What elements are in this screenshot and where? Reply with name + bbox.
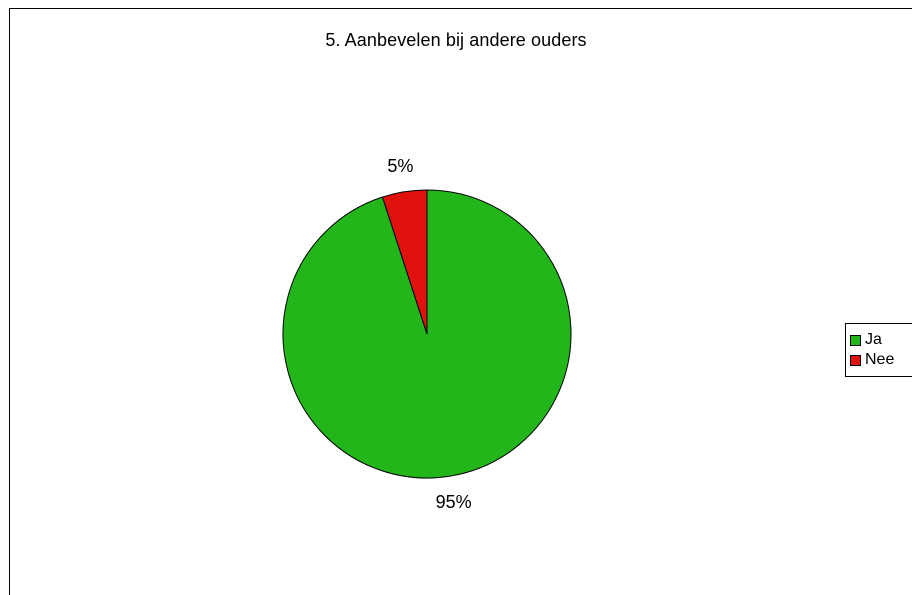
data-label-nee: 5%	[387, 156, 413, 176]
pie-slice-nee	[381, 189, 428, 335]
pie-slices	[282, 189, 572, 479]
legend-item-nee: Nee	[846, 350, 912, 370]
pie-data-labels: 95% 5%	[387, 156, 471, 512]
legend-label-ja: Ja	[865, 331, 882, 348]
legend-swatch-ja	[850, 334, 861, 346]
chart-title: 5. Aanbevelen bij andere ouders	[325, 30, 587, 50]
legend: Ja Nee	[845, 323, 912, 377]
legend-item-ja: Ja	[846, 330, 912, 350]
legend-swatch-nee	[850, 354, 861, 366]
data-label-ja: 95%	[436, 492, 472, 512]
legend-label-nee: Nee	[865, 351, 895, 368]
